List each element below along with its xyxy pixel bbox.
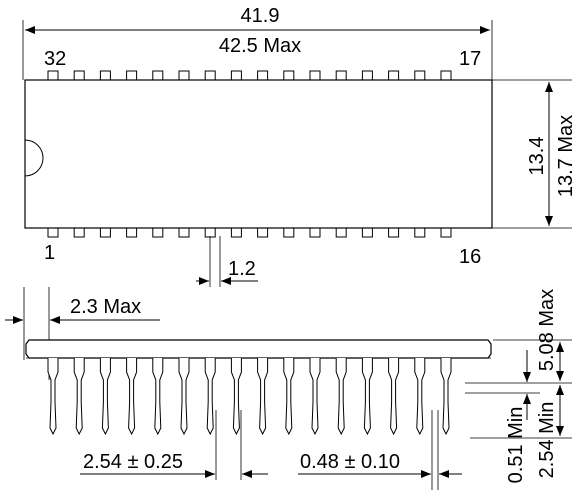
side-lead-13 [361,358,373,436]
pin-label-17: 17 [459,48,481,70]
bottom-pin-9 [257,227,269,238]
bottom-pin-10 [283,227,295,238]
height-max-label: 5.08 Max [536,289,558,371]
bottom-pin-12 [335,227,347,238]
top-pin-21 [335,70,347,81]
bottom-pin-1 [47,227,59,238]
width-nominal-label: 13.4 [526,137,548,176]
top-pin-32 [47,70,59,81]
bottom-pin-13 [361,227,373,238]
side-lead-2 [73,358,85,436]
standoff-min-label: 0.51 Min [505,407,527,484]
bottom-pin-8 [230,227,242,238]
side-lead-10 [283,358,295,436]
side-lead-1 [47,358,59,436]
side-lead-14 [388,358,400,436]
top-pin-26 [204,70,216,81]
length-max-label: 42.5 Max [219,35,301,57]
package-body-side [25,339,492,359]
top-pin-row [47,70,452,81]
side-lead-5 [152,358,164,436]
bottom-pin-row [47,227,452,238]
bottom-pin-7 [204,227,216,238]
top-pin-25 [230,70,242,81]
side-lead-row [47,358,452,436]
offset-max-label: 2.3 Max [70,296,141,318]
top-pin-18 [414,70,426,81]
bottom-pin-14 [388,227,400,238]
pin-label-32: 32 [44,48,66,70]
bottom-pin-5 [152,227,164,238]
pin-label-16: 16 [459,246,481,268]
bottom-pin-11 [309,227,321,238]
top-pin-31 [73,70,85,81]
side-lead-9 [257,358,269,436]
top-pin-23 [283,70,295,81]
side-lead-12 [335,358,347,436]
top-view: 41.9 42.5 Max 32 17 1 16 13.4 13.7 Max 1… [22,5,577,287]
side-lead-11 [309,358,321,436]
top-pin-30 [99,70,111,81]
pin-label-1: 1 [44,242,55,264]
width-max-label: 13.7 Max [555,115,577,197]
side-lead-4 [126,358,138,436]
side-lead-3 [99,358,111,436]
pitch-label: 2.54 ± 0.25 [83,451,183,473]
side-lead-7 [204,358,216,436]
side-lead-15 [414,358,426,436]
side-lead-16 [440,358,452,436]
top-pin-24 [257,70,269,81]
top-pin-17 [440,70,452,81]
bottom-pin-3 [99,227,111,238]
length-nominal-label: 41.9 [241,5,280,27]
lead-width-label: 0.48 ± 0.10 [300,451,400,473]
top-pin-22 [309,70,321,81]
package-body-top [24,79,493,229]
lead-length-min-label: 2.54 Min [536,402,558,479]
top-pin-20 [361,70,373,81]
pin1-notch [24,139,44,177]
side-view: 2.3 Max 5.08 Max 0.51 Min 2.54 Min 2.54 … [5,287,572,490]
top-pin-29 [126,70,138,81]
bottom-pin-6 [178,227,190,238]
side-lead-8 [230,358,242,436]
top-pin-27 [178,70,190,81]
bottom-pin-15 [414,227,426,238]
bottom-pin-4 [126,227,138,238]
top-pin-19 [388,70,400,81]
bottom-pin-2 [73,227,85,238]
pin-width-label: 1.2 [228,258,256,280]
top-pin-28 [152,70,164,81]
bottom-pin-16 [440,227,452,238]
side-lead-6 [178,358,190,436]
